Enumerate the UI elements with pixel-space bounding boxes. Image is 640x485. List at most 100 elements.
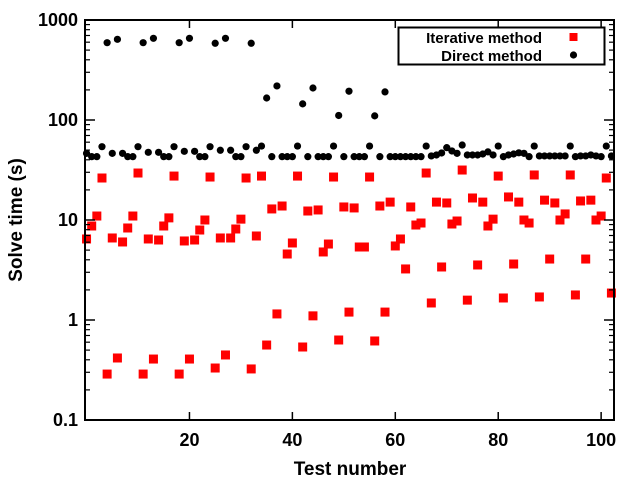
data-point — [200, 215, 210, 225]
data-point — [493, 171, 503, 181]
data-point — [324, 153, 333, 161]
data-point — [561, 152, 569, 160]
data-point — [457, 165, 467, 175]
data-point — [489, 151, 497, 159]
data-point — [205, 172, 215, 182]
data-point — [226, 233, 236, 243]
x-tick-label: 100 — [586, 430, 616, 450]
data-point — [134, 143, 142, 151]
data-point — [118, 237, 128, 247]
data-point — [304, 153, 312, 161]
data-point — [514, 197, 524, 207]
data-point — [227, 146, 235, 154]
data-point — [540, 152, 549, 160]
data-point — [335, 111, 343, 120]
data-point — [344, 307, 354, 317]
data-point — [570, 290, 580, 300]
data-point — [381, 88, 389, 96]
data-point — [196, 153, 204, 161]
data-point — [551, 152, 559, 160]
data-point — [463, 151, 471, 159]
data-point — [216, 146, 224, 154]
y-tick-label: 10 — [58, 210, 78, 230]
data-point — [417, 153, 425, 161]
data-point — [263, 94, 271, 102]
data-point — [129, 153, 137, 161]
series-direct — [82, 34, 616, 161]
data-point — [525, 153, 533, 161]
data-marks — [82, 34, 616, 379]
data-point — [545, 254, 555, 264]
data-point — [462, 295, 472, 305]
data-point — [385, 197, 395, 207]
y-tick-label: 1000 — [38, 10, 78, 30]
data-point — [82, 234, 92, 244]
data-point — [606, 288, 616, 298]
data-point — [376, 153, 384, 161]
data-point — [93, 153, 101, 161]
data-point — [412, 153, 420, 161]
data-point — [406, 202, 416, 212]
data-point — [437, 262, 447, 272]
data-point — [380, 307, 390, 317]
data-point — [431, 197, 441, 207]
data-point — [88, 153, 96, 161]
data-point — [293, 171, 303, 181]
data-point — [282, 249, 292, 259]
data-point — [149, 34, 158, 42]
legend-label-iterative: Iterative method — [426, 30, 542, 47]
data-point — [103, 39, 111, 47]
data-point — [180, 147, 188, 155]
data-point — [576, 152, 585, 160]
data-point — [442, 198, 452, 208]
data-point — [438, 149, 446, 157]
data-point — [581, 254, 591, 264]
data-point — [396, 153, 405, 161]
data-point — [107, 233, 117, 243]
series-iterative — [82, 165, 616, 379]
data-point — [98, 143, 106, 151]
data-point — [596, 211, 606, 221]
data-point — [488, 214, 498, 224]
data-point — [395, 234, 405, 244]
data-point — [139, 39, 147, 47]
data-point — [247, 39, 255, 47]
data-point — [174, 369, 184, 379]
data-point — [108, 149, 116, 157]
data-point — [565, 170, 575, 180]
data-point — [267, 204, 277, 214]
data-point — [257, 171, 267, 181]
data-point — [138, 369, 148, 379]
data-point — [293, 142, 302, 150]
y-tick-label: 0.1 — [53, 410, 78, 430]
x-tick-label: 60 — [385, 430, 405, 450]
data-point — [262, 340, 272, 350]
data-point — [257, 142, 266, 150]
data-point — [118, 149, 127, 157]
data-point — [299, 100, 307, 108]
data-point — [556, 152, 564, 160]
data-point — [128, 211, 138, 221]
data-point — [365, 142, 374, 150]
data-point — [504, 192, 514, 202]
data-point — [143, 234, 153, 244]
data-point — [350, 153, 358, 161]
data-point — [550, 198, 560, 208]
data-point — [411, 220, 421, 230]
data-point — [601, 173, 611, 183]
data-point — [283, 153, 291, 161]
data-point — [201, 153, 209, 161]
y-tick-label: 100 — [48, 110, 78, 130]
data-point — [360, 153, 369, 161]
data-point — [530, 142, 538, 150]
legend-box — [397, 26, 606, 66]
data-point — [416, 218, 426, 228]
data-point — [566, 142, 574, 150]
data-point — [273, 82, 281, 90]
data-point — [190, 235, 200, 245]
data-point — [170, 143, 178, 151]
data-point — [318, 247, 328, 257]
data-point — [349, 203, 359, 213]
data-point — [458, 141, 466, 149]
data-point — [467, 193, 477, 203]
